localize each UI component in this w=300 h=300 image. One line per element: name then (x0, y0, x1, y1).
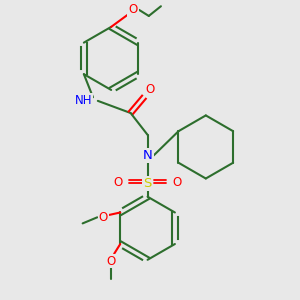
Text: O: O (106, 254, 115, 268)
Text: O: O (99, 211, 108, 224)
Text: S: S (143, 177, 152, 190)
Text: O: O (128, 3, 138, 16)
Text: O: O (114, 176, 123, 189)
Text: N: N (143, 149, 152, 162)
Text: O: O (172, 176, 181, 189)
Text: NH: NH (74, 94, 92, 107)
Text: O: O (146, 83, 154, 96)
